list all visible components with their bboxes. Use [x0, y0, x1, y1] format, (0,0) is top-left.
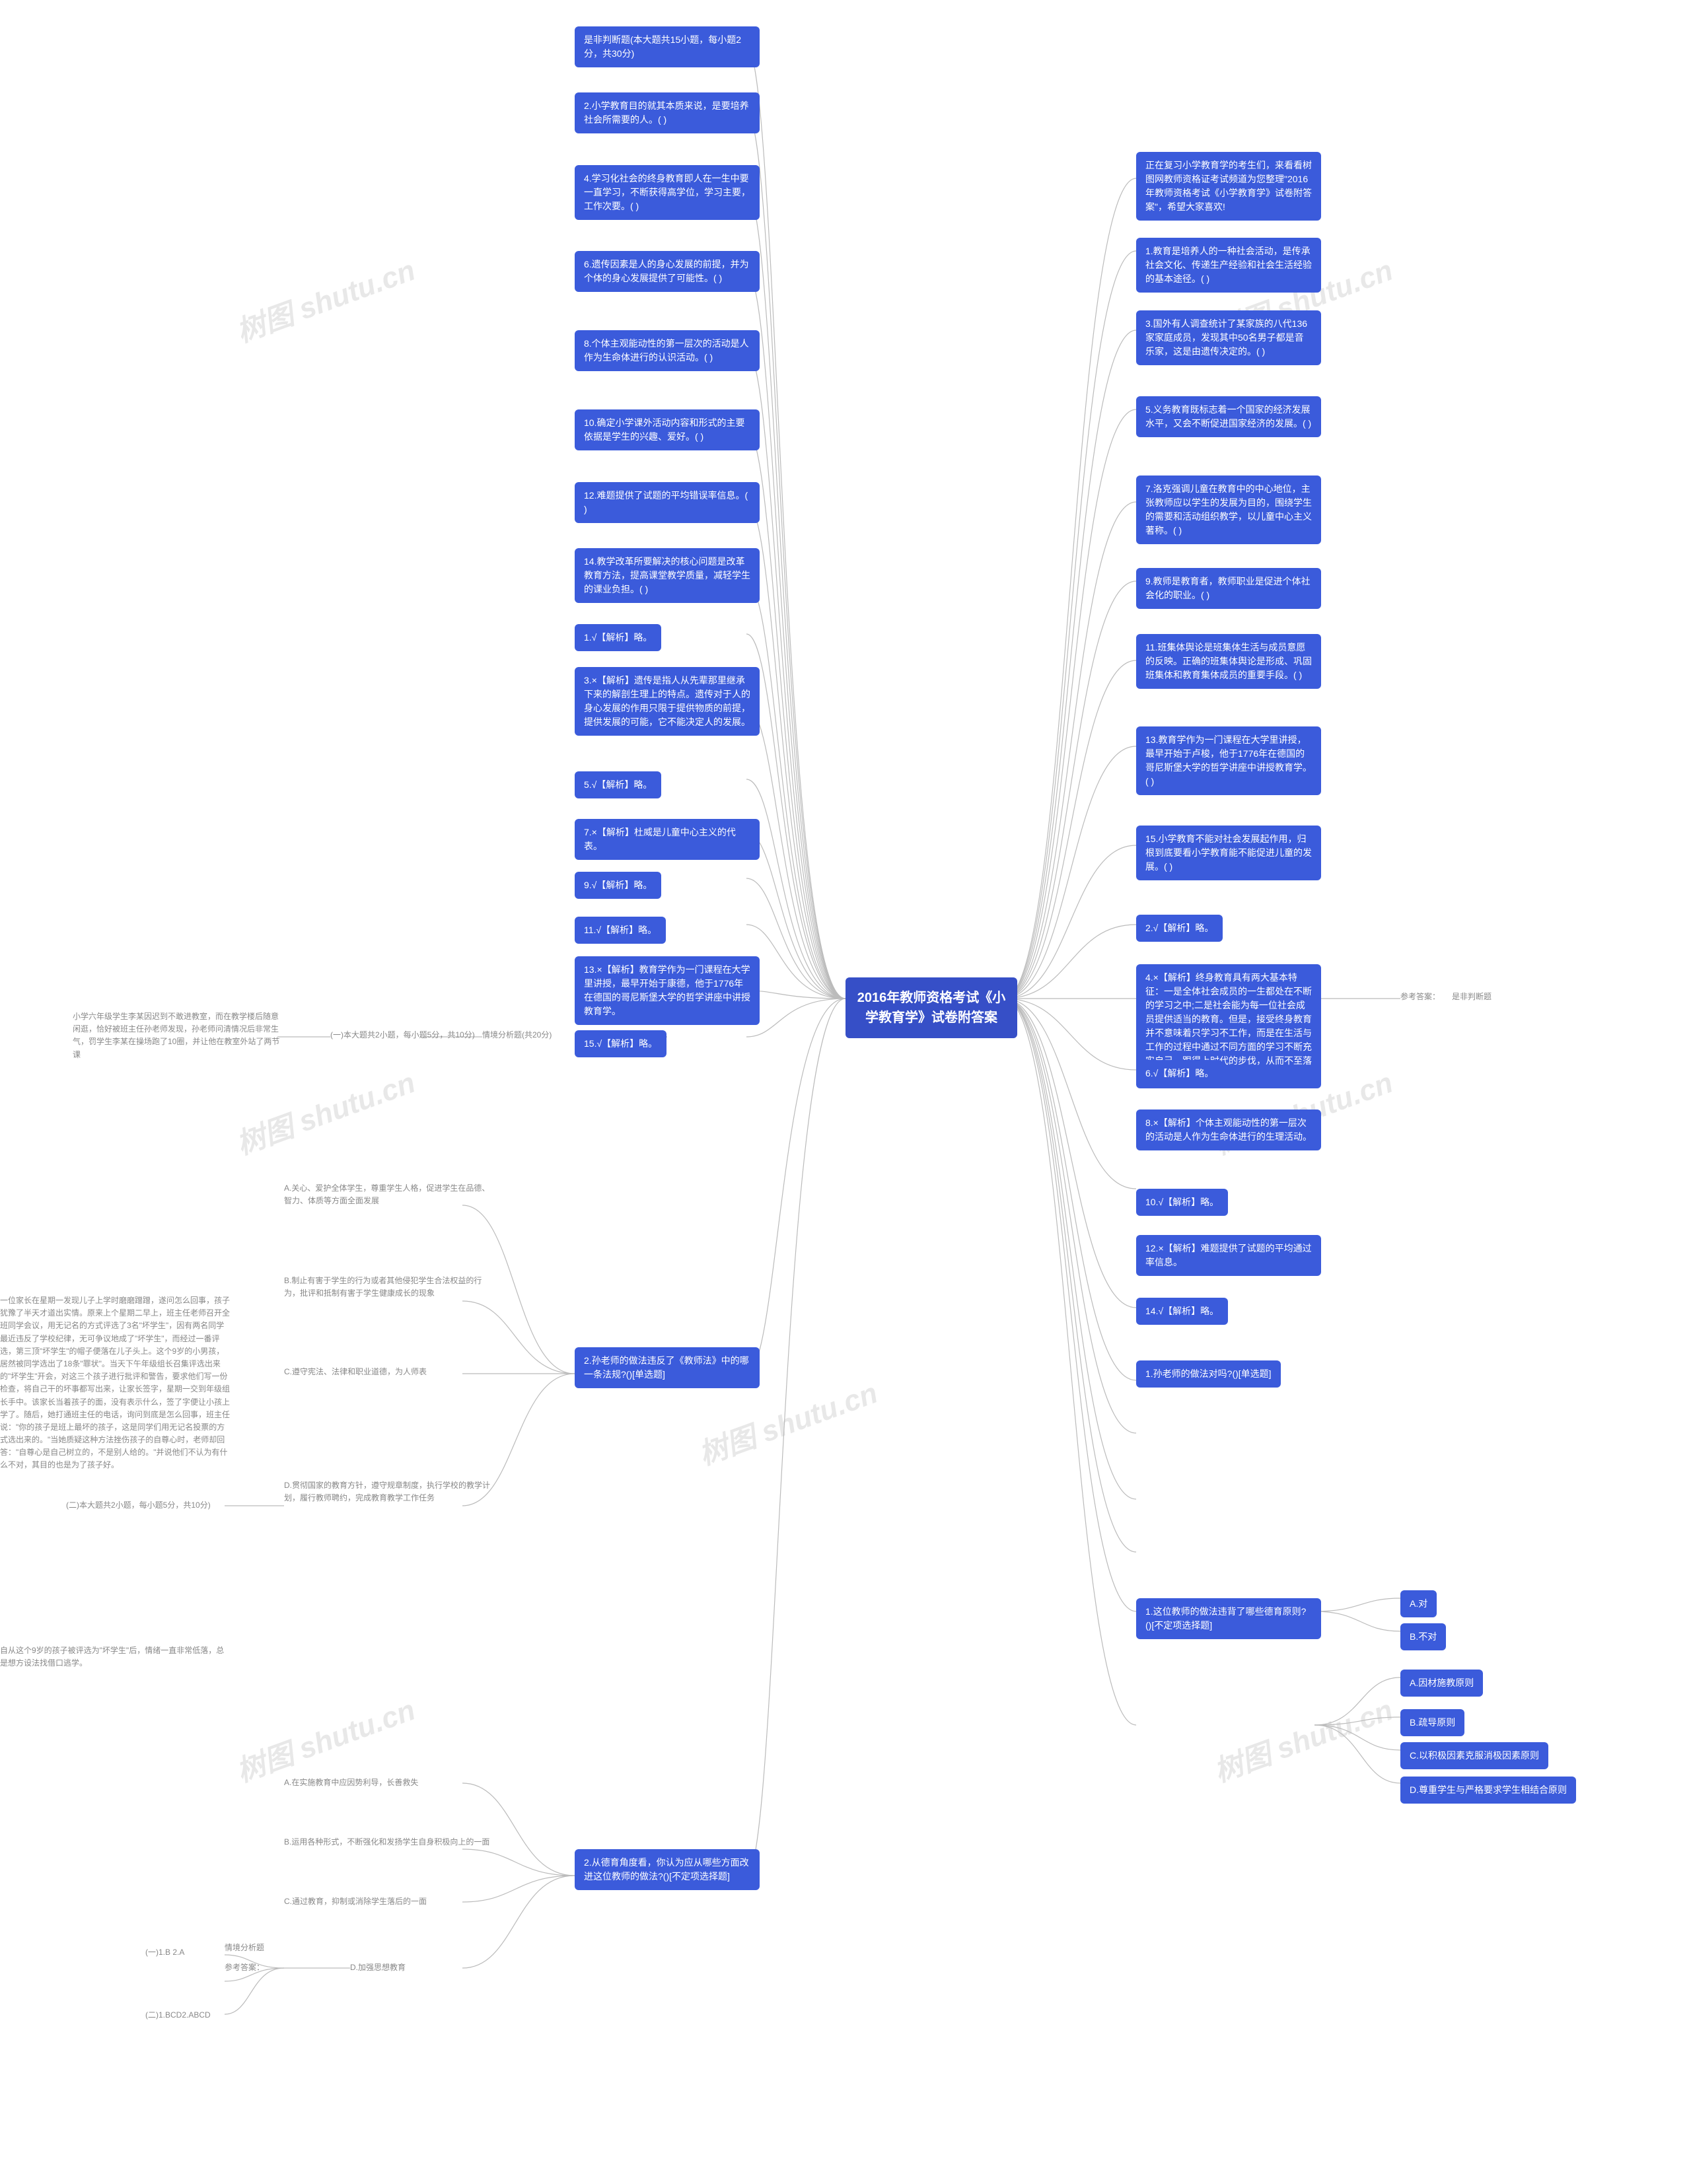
watermark: 树图 shutu.cn: [230, 246, 420, 350]
right-tail-3[interactable]: A.因材施教原则: [1400, 1670, 1483, 1697]
right-node-9[interactable]: 2.√【解析】略。: [1136, 915, 1223, 942]
left-sub-0: 情境分析题(共20分): [482, 1029, 552, 1041]
right-node-19[interactable]: 1.这位教师的做法违背了哪些德育原则?()[不定项选择题]: [1136, 1598, 1321, 1639]
right-node-16[interactable]: 1.孙老师的做法对吗?()[单选题]: [1136, 1360, 1281, 1388]
right-tail-5[interactable]: C.以积极因素克服消极因素原则: [1400, 1742, 1548, 1769]
right-tail-0[interactable]: 参考答案： 是非判断题: [1400, 991, 1492, 1003]
left-node-9[interactable]: 3.×【解析】遗传是指人从先辈那里继承下来的解剖生理上的特点。遗传对于人的身心发…: [575, 667, 760, 736]
left-sub-11: B.运用各种形式，不断强化和发扬学生自身积极向上的一面: [284, 1836, 489, 1849]
right-node-6[interactable]: 11.班集体舆论是班集体生活与成员意愿的反映。正确的班集体舆论是形成、巩固班集体…: [1136, 634, 1321, 689]
right-node-7[interactable]: 13.教育学作为一门课程在大学里讲授，最早开始于卢梭，他于1776年在德国的哥尼…: [1136, 726, 1321, 795]
right-node-12[interactable]: 8.×【解析】个体主观能动性的第一层次的活动是人作为生命体进行的生理活动。: [1136, 1110, 1321, 1150]
left-sub-10: A.在实施教育中应因势利导，长善救失: [284, 1777, 418, 1789]
left-sub-14: 情境分析题: [225, 1942, 264, 1954]
center-node[interactable]: 2016年教师资格考试《小学教育学》试卷附答案: [846, 977, 1017, 1038]
left-node-11[interactable]: 7.×【解析】杜威是儿童中心主义的代表。: [575, 819, 760, 860]
right-node-3[interactable]: 5.义务教育既标志着一个国家的经济发展水平，又会不断促进国家经济的发展。( ): [1136, 396, 1321, 437]
left-node-5[interactable]: 10.确定小学课外活动内容和形式的主要依据是学生的兴趣、爱好。( ): [575, 409, 760, 450]
left-sub-5: C.遵守宪法、法律和职业道德，为人师表: [284, 1366, 427, 1378]
left-node-7[interactable]: 14.教学改革所要解决的核心问题是改革教育方法，提高课堂教学质量，减轻学生的课业…: [575, 548, 760, 603]
right-tail-4[interactable]: B.疏导原则: [1400, 1709, 1464, 1736]
left-sub-9: 自从这个9岁的孩子被评选为"坏学生"后，情绪一直非常低落，总是想方设法找借口逃学…: [0, 1644, 231, 1670]
left-node-12[interactable]: 9.√【解析】略。: [575, 872, 661, 899]
left-sub-16: (一)1.B 2.A: [145, 1946, 184, 1959]
left-node-15[interactable]: 15.√【解析】略。: [575, 1030, 666, 1057]
left-node-8[interactable]: 1.√【解析】略。: [575, 624, 661, 651]
left-node-13[interactable]: 11.√【解析】略。: [575, 917, 666, 944]
watermark: 树图 shutu.cn: [230, 1686, 420, 1790]
left-node-0[interactable]: 是非判断题(本大题共15小题，每小题2分，共30分): [575, 26, 760, 67]
left-sub-13: D.加强思想教育: [350, 1961, 406, 1974]
right-tail-1[interactable]: A.对: [1400, 1590, 1437, 1617]
left-sub-3: A.关心、爱护全体学生，尊重学生人格，促进学生在品德、智力、体质等方面全面发展: [284, 1182, 495, 1207]
left-node-4[interactable]: 8.个体主观能动性的第一层次的活动是人作为生命体进行的认识活动。( ): [575, 330, 760, 371]
left-sub-8: 一位家长在星期一发现儿子上学时磨磨蹭蹭，遂问怎么回事，孩子犹豫了半天才道出实情。…: [0, 1294, 231, 1472]
right-node-1[interactable]: 1.教育是培养人的一种社会活动，是传承社会文化、传递生产经验和社会生活经验的基本…: [1136, 238, 1321, 293]
watermark: 树图 shutu.cn: [230, 1059, 420, 1162]
left-node-14[interactable]: 13.×【解析】教育学作为一门课程在大学里讲授，最早开始于康德，他于1776年在…: [575, 956, 760, 1025]
right-tail-6[interactable]: D.尊重学生与严格要求学生相结合原则: [1400, 1777, 1576, 1804]
left-sub-15: 参考答案：: [225, 1961, 264, 1974]
left-node-1[interactable]: 2.小学教育目的就其本质来说，是要培养社会所需要的人。( ): [575, 92, 760, 133]
mindmap: 树图 shutu.cn 树图 shutu.cn 树图 shutu.cn 树图 s…: [0, 0, 1691, 2184]
right-node-14[interactable]: 12.×【解析】难题提供了试题的平均通过率信息。: [1136, 1235, 1321, 1276]
left-sub-2: 小学六年级学生李某因迟到不敢进教室，而在教学楼后随意闲逛，恰好被班主任孙老师发现…: [73, 1010, 284, 1061]
left-node-3[interactable]: 6.遗传因素是人的身心发展的前提，并为个体的身心发展提供了可能性。( ): [575, 251, 760, 292]
left-sub-6: D.贯彻国家的教育方针，遵守规章制度，执行学校的教学计划，履行教师聘约，完成教育…: [284, 1479, 495, 1504]
watermark: 树图 shutu.cn: [1207, 1686, 1398, 1790]
right-node-8[interactable]: 15.小学教育不能对社会发展起作用，归根到底要看小学教育能不能促进儿童的发展。(…: [1136, 826, 1321, 880]
connector-layer: [0, 0, 1691, 2184]
left-node-10[interactable]: 5.√【解析】略。: [575, 771, 661, 798]
right-node-5[interactable]: 9.教师是教育者，教师职业是促进个体社会化的职业。( ): [1136, 568, 1321, 609]
right-node-0[interactable]: 正在复习小学教育学的考生们，来看看树图网教师资格证考试频道为您整理"2016年教…: [1136, 152, 1321, 221]
right-tail-2[interactable]: B.不对: [1400, 1623, 1446, 1650]
right-node-2[interactable]: 3.国外有人调查统计了某家族的八代136家家庭成员，发现其中50名男子都是音乐家…: [1136, 310, 1321, 365]
left-node-2[interactable]: 4.学习化社会的终身教育即人在一生中要一直学习，不断获得高学位，学习主要，工作次…: [575, 165, 760, 220]
left-sub-1: (一)本大题共2小题，每小题5分，共10分): [330, 1029, 475, 1041]
left-node-17[interactable]: 2.从德育角度看，你认为应从哪些方面改进这位教师的做法?()[不定项选择题]: [575, 1849, 760, 1890]
left-node-16[interactable]: 2.孙老师的做法违反了《教师法》中的哪一条法规?()[单选题]: [575, 1347, 760, 1388]
left-sub-17: (二)1.BCD2.ABCD: [145, 2009, 211, 2022]
left-sub-7: (二)本大题共2小题，每小题5分，共10分): [66, 1499, 211, 1512]
left-node-6[interactable]: 12.难题提供了试题的平均错误率信息。( ): [575, 482, 760, 523]
right-node-15[interactable]: 14.√【解析】略。: [1136, 1298, 1228, 1325]
right-node-11[interactable]: 6.√【解析】略。: [1136, 1060, 1223, 1087]
right-node-4[interactable]: 7.洛克强调儿童在教育中的中心地位，主张教师应以学生的发展为目的，围绕学生的需要…: [1136, 476, 1321, 544]
left-sub-4: B.制止有害于学生的行为或者其他侵犯学生合法权益的行为，批评和抵制有害于学生健康…: [284, 1275, 495, 1300]
right-node-13[interactable]: 10.√【解析】略。: [1136, 1189, 1228, 1216]
left-sub-12: C.通过教育，抑制或消除学生落后的一面: [284, 1895, 427, 1908]
